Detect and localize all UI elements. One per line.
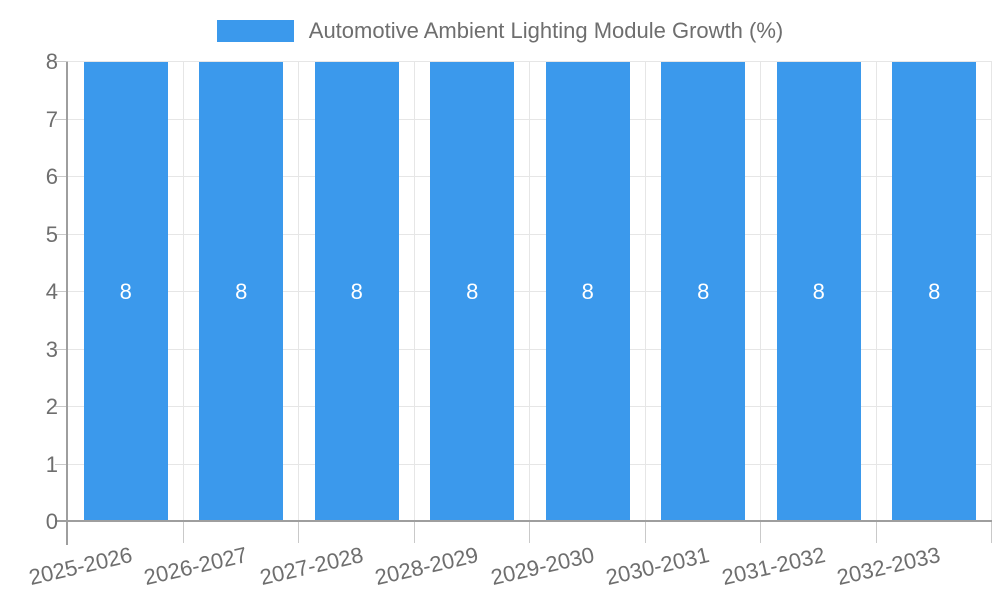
- bar-value-label: 8: [581, 279, 594, 304]
- x-axis-label-text: 2032-2033: [834, 542, 943, 591]
- bar[interactable]: 8: [545, 62, 630, 522]
- bar-value-label: 8: [119, 279, 132, 304]
- y-axis-label: 5: [45, 221, 58, 247]
- y-axis-tick: [55, 118, 68, 120]
- vertical-gridline: [413, 62, 415, 522]
- x-axis-tick: [413, 522, 415, 543]
- bar[interactable]: 8: [661, 62, 746, 522]
- y-axis-label: 3: [45, 336, 58, 362]
- legend-swatch: [216, 20, 294, 42]
- bar[interactable]: 8: [199, 62, 284, 522]
- y-axis-tick: [55, 233, 68, 235]
- bar-value-label: 8: [235, 279, 248, 304]
- y-axis-label: 8: [45, 49, 58, 74]
- bar[interactable]: 8: [314, 62, 399, 522]
- y-axis-label: 4: [45, 279, 58, 304]
- x-axis-tick: [529, 522, 530, 543]
- horizontal-gridline: [68, 348, 992, 350]
- x-axis-tick: [875, 522, 877, 543]
- legend-label: Automotive Ambient Lighting Module Growt…: [308, 18, 784, 43]
- y-axis-label: 6: [45, 164, 58, 189]
- y-axis-tick: [55, 176, 68, 177]
- x-axis-label-text: 2027-2028: [257, 542, 366, 591]
- vertical-gridline: [875, 62, 877, 522]
- bar-value-label: 8: [812, 279, 825, 304]
- y-axis-tick: [55, 463, 68, 465]
- x-axis-tick: [760, 522, 761, 543]
- y-axis-line: [66, 62, 68, 545]
- bar-value-label: 8: [928, 279, 941, 304]
- vertical-gridline: [760, 62, 761, 522]
- bar[interactable]: 8: [430, 62, 515, 522]
- y-axis-tick: [55, 406, 68, 407]
- x-axis-tick: [991, 522, 992, 543]
- bar[interactable]: 8: [776, 62, 861, 522]
- horizontal-gridline: [68, 233, 992, 235]
- bar-value-label: 8: [697, 279, 710, 304]
- vertical-gridline: [182, 62, 184, 522]
- horizontal-gridline: [68, 61, 992, 62]
- horizontal-gridline: [68, 406, 992, 407]
- x-axis-baseline: [55, 520, 992, 522]
- horizontal-gridline: [68, 176, 992, 177]
- x-axis-tick: [182, 522, 184, 543]
- bar-value-label: 8: [350, 279, 363, 304]
- vertical-gridline: [298, 62, 299, 522]
- horizontal-gridline: [68, 463, 992, 465]
- bar[interactable]: 8: [892, 62, 977, 522]
- y-axis-label: 2: [45, 394, 58, 419]
- x-axis-tick: [298, 522, 299, 543]
- x-axis-label-text: 2030-2031: [603, 542, 712, 591]
- y-axis-label: 0: [45, 509, 58, 534]
- x-axis-label-text: 2026-2027: [141, 542, 250, 591]
- y-axis-tick: [55, 61, 68, 62]
- bar-value-label: 8: [466, 279, 479, 304]
- vertical-gridline: [644, 62, 646, 522]
- x-axis-label-text: 2025-2026: [26, 542, 135, 591]
- horizontal-gridline: [68, 291, 992, 292]
- y-axis-tick: [55, 348, 68, 350]
- y-axis-label: 7: [45, 106, 58, 132]
- x-axis-label-text: 2028-2029: [372, 542, 481, 591]
- horizontal-gridline: [68, 118, 992, 120]
- vertical-gridline: [529, 62, 530, 522]
- x-axis-label-text: 2029-2030: [488, 542, 597, 591]
- bar[interactable]: 8: [83, 62, 168, 522]
- vertical-gridline: [991, 62, 992, 522]
- x-axis-label-text: 2031-2032: [719, 542, 828, 591]
- y-axis-tick: [55, 291, 68, 292]
- y-axis-label: 1: [45, 451, 58, 477]
- x-axis-tick: [644, 522, 646, 543]
- chart-legend[interactable]: Automotive Ambient Lighting Module Growt…: [0, 19, 1000, 43]
